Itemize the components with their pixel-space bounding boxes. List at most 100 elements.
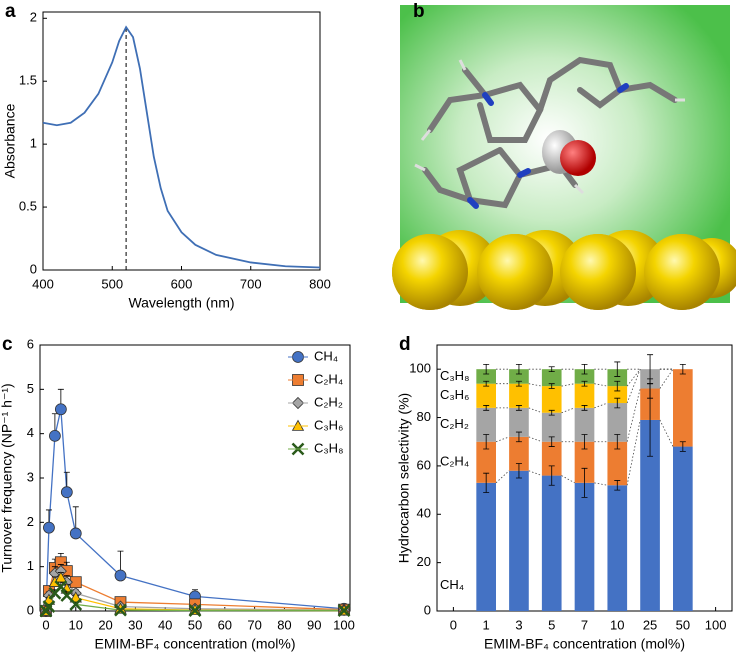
- panel-label: d: [399, 334, 411, 355]
- error-bar: [581, 380, 588, 387]
- bar-segment: [541, 369, 562, 387]
- x-axis-label: Wavelength (nm): [128, 295, 234, 311]
- segment-label: C₂H₄: [440, 454, 469, 469]
- x-tick-label: 500: [101, 276, 123, 291]
- y-tick-label: 0.5: [19, 199, 37, 214]
- y-axis-label: Turnover frequency (NP⁻¹ h⁻¹): [0, 383, 15, 572]
- y-tick-label: 0: [27, 602, 34, 617]
- x-tick-label: 5: [548, 617, 555, 632]
- legend-marker: [291, 419, 305, 431]
- marker: [69, 527, 82, 540]
- legend-label: C₂H₄: [314, 371, 343, 386]
- y-tick-label: 6: [27, 336, 34, 351]
- y-tick-label: 3: [27, 469, 34, 484]
- legend-label: C₂H₂: [314, 394, 343, 409]
- error-bar: [581, 363, 588, 375]
- x-tick-label: 1: [483, 617, 490, 632]
- marker: [114, 569, 127, 582]
- connector: [528, 470, 543, 476]
- x-tick-label: 10: [610, 617, 624, 632]
- connector: [561, 475, 575, 484]
- bar-segment: [541, 386, 562, 413]
- x-tick-label: 400: [32, 276, 54, 291]
- marker: [114, 603, 127, 617]
- error-bar: [483, 405, 490, 411]
- error-bar: [614, 361, 621, 377]
- y-tick-label: 20: [417, 554, 431, 569]
- error-bar: [614, 434, 621, 450]
- y-tick-label: 0: [424, 602, 431, 617]
- x-tick-label: 3: [515, 617, 522, 632]
- connector: [626, 369, 641, 404]
- connector: [528, 436, 543, 443]
- marker: [43, 521, 55, 534]
- bar-segment: [607, 485, 628, 611]
- connector: [659, 419, 674, 447]
- bar-segment: [607, 441, 628, 486]
- connector: [561, 383, 575, 387]
- bar-segment: [574, 383, 595, 408]
- error-bar: [548, 366, 555, 372]
- x-tick-label: 80: [277, 617, 291, 632]
- marker: [49, 429, 61, 442]
- x-tick-label: 0: [42, 617, 49, 632]
- bar-segment: [476, 407, 496, 442]
- bar-segment: [509, 470, 529, 611]
- marker: [188, 604, 202, 617]
- marker: [42, 600, 56, 613]
- y-tick-label: 80: [417, 409, 431, 424]
- segment-label: C₃H₈: [440, 368, 469, 383]
- error-bar: [515, 363, 522, 375]
- panel-label: a: [5, 1, 16, 22]
- y-tick-label: 2: [30, 10, 37, 25]
- y-tick-label: 1.5: [19, 73, 37, 88]
- legend-label: C₃H₈: [314, 440, 343, 455]
- connector: [495, 436, 510, 443]
- x-tick-label: 40: [158, 617, 172, 632]
- error-bar: [548, 465, 555, 486]
- bar-segment: [476, 482, 496, 611]
- x-tick-label: 0: [450, 617, 457, 632]
- x-tick-label: 700: [240, 276, 262, 291]
- y-tick-label: 40: [417, 506, 431, 521]
- bar-segment: [574, 482, 595, 611]
- x-tick-label: 100: [333, 617, 355, 632]
- error-bar: [483, 380, 490, 387]
- connector: [561, 407, 575, 414]
- connector: [594, 482, 608, 486]
- bar-segment: [541, 441, 562, 476]
- spectrum-line: [42, 25, 321, 269]
- marker: [42, 593, 56, 605]
- x-tick-label: 90: [307, 617, 321, 632]
- error-bar: [483, 472, 490, 493]
- bar-segment: [541, 475, 562, 611]
- y-tick-label: 0: [30, 261, 37, 276]
- bar-segment: [673, 446, 693, 611]
- y-axis-label: Absorbance: [2, 103, 18, 178]
- y-tick-label: 2: [27, 514, 34, 529]
- connector: [495, 470, 510, 484]
- y-tick-label: 5: [27, 381, 34, 396]
- marker: [69, 597, 83, 611]
- error-bar: [483, 434, 490, 450]
- error-bar: [548, 409, 555, 416]
- bar-segment: [509, 407, 529, 437]
- bar-segment: [509, 383, 529, 408]
- connector: [594, 402, 608, 409]
- x-axis-label: EMIM-BF₄ concentration (mol%): [95, 636, 296, 652]
- error-bar: [614, 397, 621, 409]
- marker: [60, 486, 73, 499]
- x-tick-label: 50: [676, 617, 690, 632]
- error-bar: [515, 463, 522, 479]
- error-bar: [548, 436, 555, 447]
- bar-segment: [541, 412, 562, 442]
- connector: [594, 383, 608, 387]
- panel-label: c: [2, 334, 13, 355]
- x-axis-label: EMIM-BF₄ concentration (mol%): [484, 636, 685, 652]
- error-bar: [515, 380, 522, 387]
- series-line: [45, 409, 345, 612]
- error-bar: [647, 354, 654, 385]
- bar-segment: [607, 369, 628, 387]
- bar-segment: [607, 403, 628, 442]
